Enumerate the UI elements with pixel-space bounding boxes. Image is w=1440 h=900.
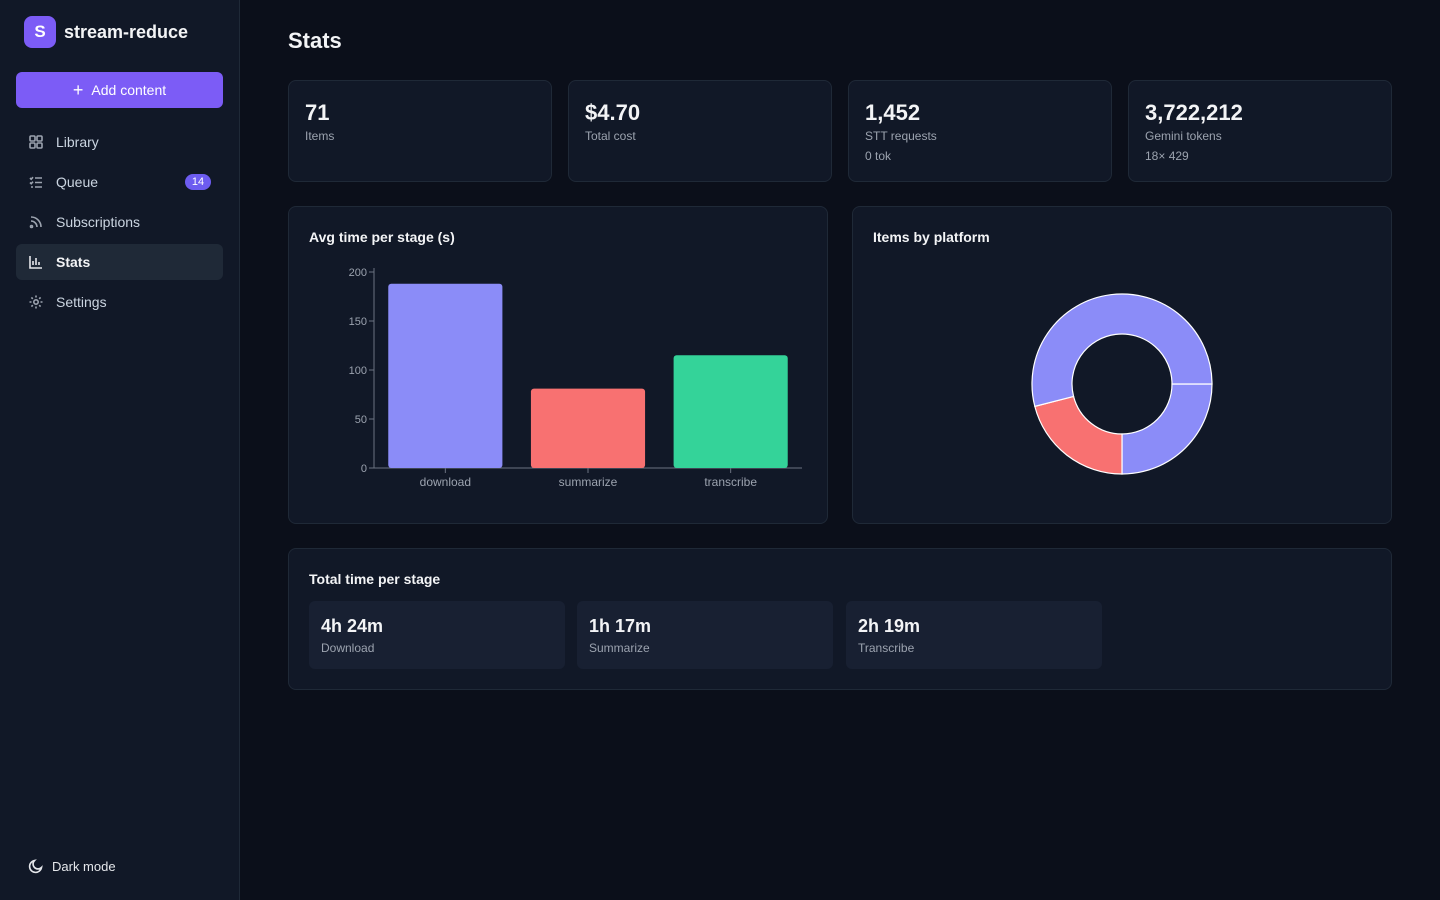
sidebar-item-label: Stats xyxy=(56,254,91,270)
y-tick-label: 100 xyxy=(349,365,367,377)
stat-label: STT requests xyxy=(865,129,937,143)
avg-time-chart-card: Avg time per stage (s) 0 50 100 150 200 downl… xyxy=(288,206,828,524)
bar-chart-icon xyxy=(28,254,44,270)
sidebar-item-stats[interactable]: Stats xyxy=(16,244,223,280)
stage-value: 1h 17m xyxy=(589,616,652,636)
bar-summarize xyxy=(530,388,646,468)
chart-title: Avg time per stage (s) xyxy=(309,229,455,245)
sidebar-item-label: Library xyxy=(56,134,99,150)
y-tick-label: 150 xyxy=(349,316,367,328)
total-time-title: Total time per stage xyxy=(309,571,441,587)
y-tick-label: 200 xyxy=(349,267,367,279)
moon-icon xyxy=(28,859,43,874)
stage-download: 4h 24m Download xyxy=(309,601,565,669)
sidebar-item-label: Settings xyxy=(56,294,107,310)
rss-icon xyxy=(28,214,44,230)
gear-icon xyxy=(28,294,44,310)
sidebar-item-subscriptions[interactable]: Subscriptions xyxy=(16,204,223,240)
stat-card-stt-requests: 1,452 STT requests 0 tok xyxy=(848,80,1112,182)
sidebar-item-library[interactable]: Library xyxy=(16,124,223,160)
bar-transcribe xyxy=(673,355,788,468)
sidebar-nav: Library Queue 14 Subscriptions Stats S xyxy=(16,124,223,324)
stage-label: Transcribe xyxy=(858,641,915,655)
y-tick-label: 50 xyxy=(355,414,367,426)
platform-chart-card: Items by platform xyxy=(852,206,1392,524)
sidebar-item-label: Subscriptions xyxy=(56,214,141,230)
add-content-button[interactable]: + Add content xyxy=(16,72,223,108)
add-content-label: Add content xyxy=(91,82,167,98)
stat-value: $4.70 xyxy=(585,100,641,125)
stat-sub: 0 tok xyxy=(865,149,892,163)
stat-label: Gemini tokens xyxy=(1145,129,1222,143)
list-check-icon xyxy=(28,174,44,190)
donut-slice-0 xyxy=(1121,383,1213,475)
y-tick-label: 0 xyxy=(361,463,367,475)
brand[interactable]: S stream-reduce xyxy=(24,16,188,48)
donut-slice-2 xyxy=(1031,293,1213,408)
sidebar-item-settings[interactable]: Settings xyxy=(16,284,223,320)
sidebar: S stream-reduce + Add content Library Qu… xyxy=(0,0,240,900)
total-time-card: Total time per stage 4h 24m Download 1h … xyxy=(288,548,1392,690)
stat-value: 1,452 xyxy=(865,100,921,125)
queue-count-badge: 14 xyxy=(185,174,211,190)
stat-value: 71 xyxy=(305,100,330,125)
dark-mode-toggle[interactable]: Dark mode xyxy=(28,858,116,874)
x-tick-label: summarize xyxy=(559,475,618,489)
stat-value: 3,722,212 xyxy=(1145,100,1243,125)
sidebar-item-label: Queue xyxy=(56,174,99,190)
stat-card-items: 71 Items xyxy=(288,80,552,182)
x-tick-label: transcribe xyxy=(704,475,757,489)
stage-label: Summarize xyxy=(589,641,650,655)
stage-value: 2h 19m xyxy=(858,616,921,636)
stat-card-gemini-tokens: 3,722,212 Gemini tokens 18× 429 xyxy=(1128,80,1392,182)
stage-transcribe: 2h 19m Transcribe xyxy=(846,601,1102,669)
plus-icon: + xyxy=(72,80,84,100)
app-logo: S xyxy=(24,16,56,48)
stage-label: Download xyxy=(321,641,375,655)
page-title: Stats xyxy=(288,28,342,53)
stat-label: Items xyxy=(305,129,335,143)
stat-label: Total cost xyxy=(585,129,636,143)
bar-download xyxy=(388,283,503,468)
stage-value: 4h 24m xyxy=(321,616,384,636)
donut-slice-1 xyxy=(1034,395,1123,475)
stat-sub: 18× 429 xyxy=(1145,149,1189,163)
chart-title: Items by platform xyxy=(873,229,990,245)
grid-icon xyxy=(28,134,44,150)
avg-time-bar-chart: 0 50 100 150 200 download summarize transcribe xyxy=(349,267,802,489)
stat-card-total-cost: $4.70 Total cost xyxy=(568,80,832,182)
platform-donut-chart xyxy=(1031,293,1213,475)
sidebar-item-queue[interactable]: Queue 14 xyxy=(16,164,223,200)
x-tick-label: download xyxy=(420,475,471,489)
dark-mode-label: Dark mode xyxy=(52,858,116,874)
stage-summarize: 1h 17m Summarize xyxy=(577,601,833,669)
app-name: stream-reduce xyxy=(64,21,189,42)
